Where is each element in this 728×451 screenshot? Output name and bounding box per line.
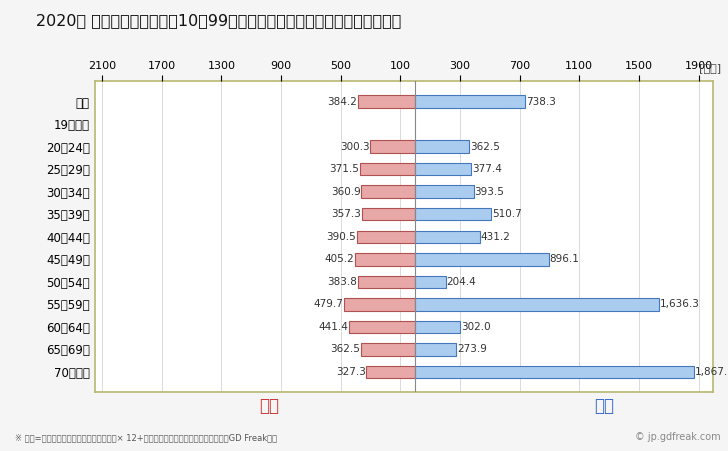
Text: 479.7: 479.7	[313, 299, 343, 309]
Bar	[360, 163, 415, 175]
Bar	[415, 185, 474, 198]
Text: 383.8: 383.8	[328, 277, 357, 287]
Bar	[361, 185, 415, 198]
Text: 357.3: 357.3	[331, 209, 361, 219]
Text: 896.1: 896.1	[550, 254, 579, 264]
Bar	[415, 230, 480, 243]
Text: 377.4: 377.4	[472, 164, 502, 174]
Text: ※ 年収=「きまって支給する現金給与額」× 12+「年間賞与その他特別給与額」としてGD Freak推計: ※ 年収=「きまって支給する現金給与額」× 12+「年間賞与その他特別給与額」と…	[15, 433, 277, 442]
Text: 390.5: 390.5	[326, 232, 356, 242]
Bar	[357, 230, 415, 243]
Bar	[415, 163, 472, 175]
Text: 302.0: 302.0	[461, 322, 491, 332]
Text: 360.9: 360.9	[331, 187, 360, 197]
Bar	[415, 140, 470, 153]
Bar	[358, 95, 415, 108]
Bar	[371, 140, 415, 153]
Bar	[344, 298, 415, 311]
Text: 女性: 女性	[259, 397, 280, 415]
Text: 1,636.3: 1,636.3	[660, 299, 700, 309]
Bar	[415, 253, 549, 266]
Text: 1,867.8: 1,867.8	[695, 367, 728, 377]
Text: 738.3: 738.3	[526, 97, 556, 106]
Text: 510.7: 510.7	[492, 209, 522, 219]
Bar	[355, 253, 415, 266]
Bar	[362, 208, 415, 221]
Text: 431.2: 431.2	[480, 232, 510, 242]
Text: 441.4: 441.4	[319, 322, 349, 332]
Text: 327.3: 327.3	[336, 367, 365, 377]
Text: 204.4: 204.4	[446, 277, 476, 287]
Bar	[361, 343, 415, 356]
Bar	[358, 276, 415, 288]
Bar	[415, 366, 694, 378]
Text: 371.5: 371.5	[329, 164, 359, 174]
Bar	[415, 298, 660, 311]
Bar	[415, 276, 446, 288]
Text: 393.5: 393.5	[475, 187, 505, 197]
Bar	[415, 95, 526, 108]
Bar	[415, 321, 460, 333]
Text: 2020年 民間企業（従業者数10〜99人）フルタイム労働者の男女別平均年収: 2020年 民間企業（従業者数10〜99人）フルタイム労働者の男女別平均年収	[36, 14, 402, 28]
Text: © jp.gdfreak.com: © jp.gdfreak.com	[635, 432, 721, 442]
Text: 男性: 男性	[594, 397, 614, 415]
Text: 384.2: 384.2	[328, 97, 357, 106]
Bar	[349, 321, 415, 333]
Text: [万円]: [万円]	[699, 63, 721, 73]
Text: 300.3: 300.3	[340, 142, 370, 152]
Text: 362.5: 362.5	[470, 142, 500, 152]
Bar	[415, 343, 456, 356]
Text: 273.9: 273.9	[456, 345, 487, 354]
Bar	[366, 366, 415, 378]
Text: 362.5: 362.5	[331, 345, 360, 354]
Bar	[415, 208, 491, 221]
Text: 405.2: 405.2	[324, 254, 354, 264]
